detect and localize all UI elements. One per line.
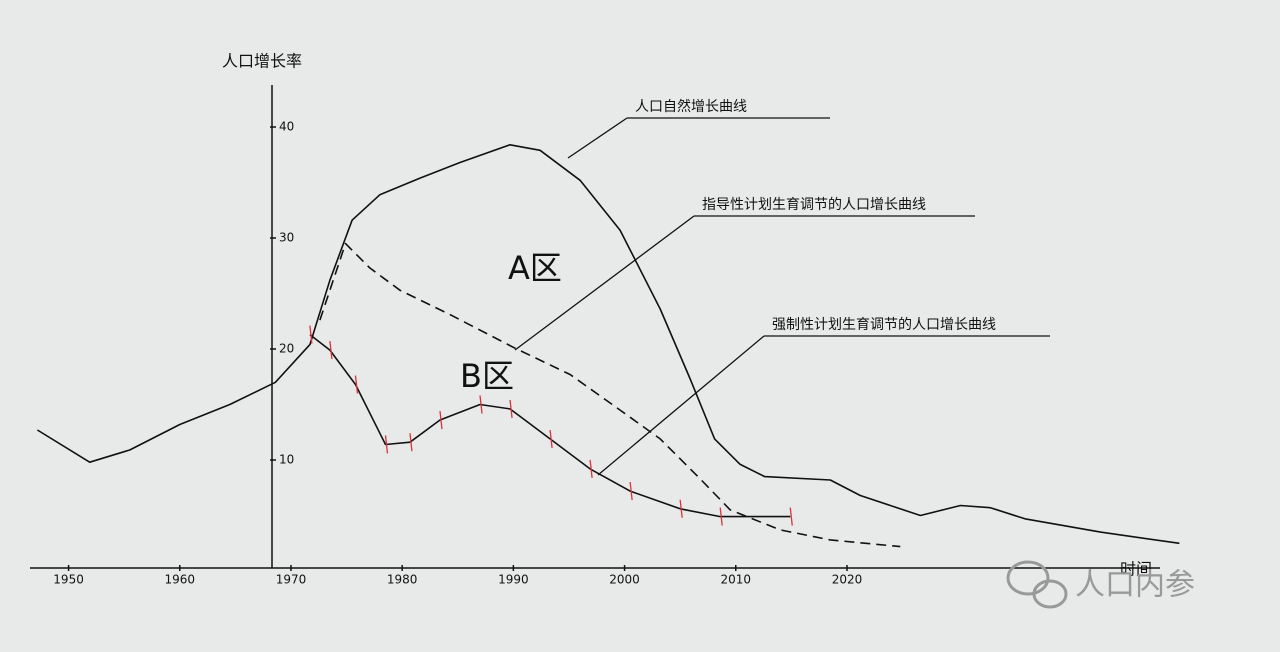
annotation: A区 bbox=[508, 249, 562, 287]
x-tick-label: 1990 bbox=[498, 573, 529, 587]
marker bbox=[354, 375, 359, 394]
marker bbox=[384, 435, 389, 454]
marker bbox=[629, 482, 633, 501]
marker bbox=[679, 499, 683, 518]
x-tick-label: 2010 bbox=[720, 573, 751, 587]
legend-label: 指导性计划生育调节的人口增长曲线 bbox=[702, 197, 926, 213]
line bbox=[319, 242, 901, 548]
marker bbox=[409, 433, 413, 452]
x-tick-label: 1980 bbox=[387, 573, 418, 587]
y-tick-label: 10 bbox=[279, 453, 294, 467]
legend-label: 强制性计划生育调节的人口增长曲线 bbox=[772, 317, 996, 333]
leader-line bbox=[514, 215, 695, 351]
marker bbox=[479, 395, 483, 414]
x-tick-label: 1960 bbox=[165, 573, 196, 587]
y-tick-label: 20 bbox=[279, 342, 294, 356]
y-tick-label: 40 bbox=[279, 120, 294, 134]
y-tick-label: 30 bbox=[279, 231, 294, 245]
x-axis-title: 时间 bbox=[1120, 560, 1152, 579]
leader-line bbox=[597, 335, 765, 476]
watermark: 人口内参 bbox=[1075, 568, 1195, 603]
line bbox=[309, 333, 791, 518]
marker bbox=[719, 507, 723, 526]
annotation: B区 bbox=[460, 357, 514, 395]
x-tick-label: 2020 bbox=[832, 573, 863, 587]
marker bbox=[589, 459, 593, 478]
marker bbox=[309, 325, 313, 344]
marker bbox=[329, 341, 333, 360]
leader-line bbox=[567, 117, 628, 159]
x-tick-label: 2000 bbox=[609, 573, 640, 587]
marker bbox=[549, 429, 553, 448]
marker bbox=[509, 399, 513, 419]
x-tick-label: 1970 bbox=[276, 573, 307, 587]
marker bbox=[789, 507, 793, 526]
y-axis-title: 人口增长率 bbox=[222, 52, 302, 71]
line bbox=[36, 144, 1180, 545]
marker bbox=[439, 410, 443, 430]
watermark-icon bbox=[1006, 560, 1068, 609]
legend-label: 人口自然增长曲线 bbox=[635, 98, 747, 115]
x-tick-label: 1950 bbox=[53, 573, 84, 587]
